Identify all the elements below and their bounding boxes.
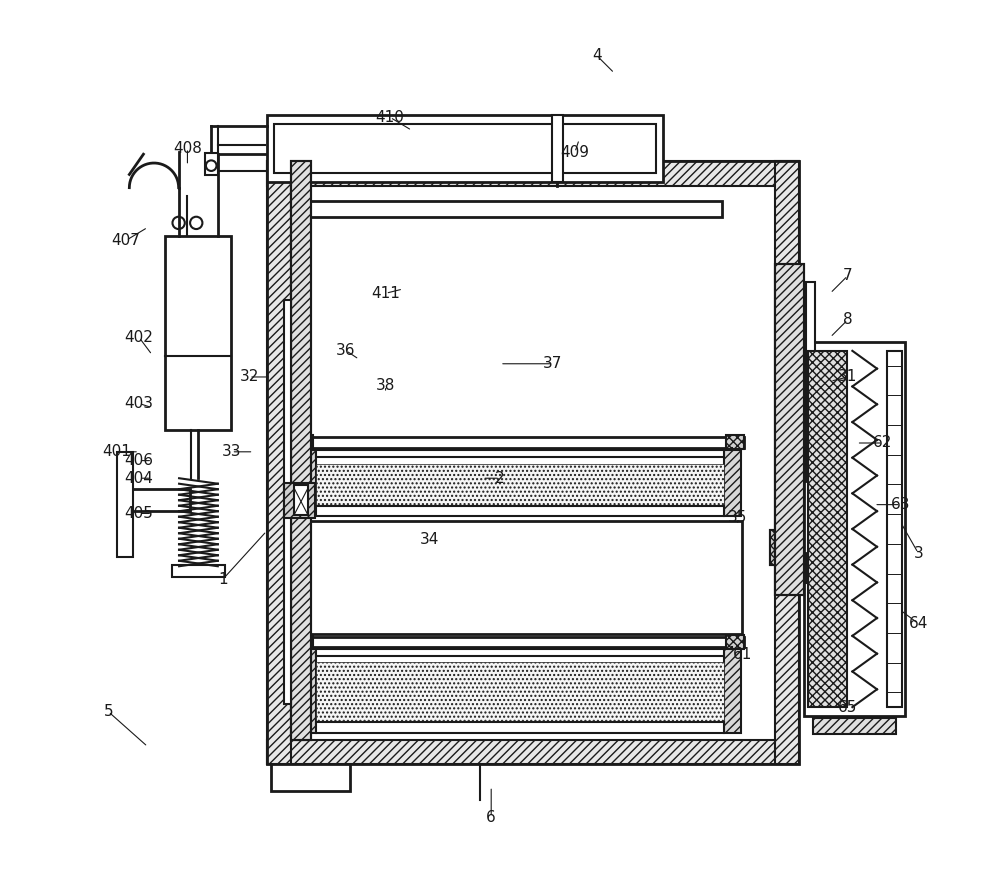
Bar [316,506,724,517]
Bar [267,161,291,765]
Text: 410: 410 [376,110,404,125]
Text: 1: 1 [218,572,227,587]
Bar [274,124,656,173]
Bar [296,637,744,648]
Bar [552,115,563,182]
Bar [165,236,231,430]
Text: 4: 4 [592,48,602,63]
Text: 31: 31 [838,369,857,385]
Bar [806,282,815,583]
Bar [316,463,724,508]
Text: 37: 37 [543,356,563,371]
Text: 5: 5 [103,704,113,719]
Bar [117,489,190,511]
Bar [887,351,902,707]
Bar [770,530,811,565]
Text: 409: 409 [560,145,589,160]
Bar [205,153,218,175]
Text: 35: 35 [728,510,747,525]
Text: 62: 62 [873,436,893,450]
Bar [775,264,804,595]
Bar [726,435,744,449]
Bar [284,483,315,517]
Bar [117,452,133,557]
Bar [724,450,741,517]
Bar [300,201,722,217]
Bar [298,450,316,517]
Bar [267,161,799,765]
Bar [172,564,225,577]
Text: 7: 7 [843,268,853,284]
Text: 65: 65 [838,700,857,715]
Bar [724,649,741,733]
Text: 402: 402 [125,330,153,345]
Text: 36: 36 [336,343,356,358]
Text: 403: 403 [125,396,154,411]
Text: 407: 407 [111,233,140,248]
Text: 34: 34 [420,532,439,548]
Text: 408: 408 [173,141,202,156]
Bar [296,635,313,649]
Bar [267,740,799,765]
Bar [267,161,799,186]
Bar [726,635,744,649]
Text: 63: 63 [891,497,910,512]
Bar [298,649,316,733]
Bar [267,115,663,182]
Bar [316,649,724,656]
Bar [804,342,905,716]
Bar [775,161,799,765]
Bar [808,351,847,707]
Bar [291,161,311,740]
Text: 406: 406 [125,453,154,468]
Bar [294,521,742,634]
Bar [296,435,313,449]
Text: 401: 401 [103,444,131,459]
Text: 33: 33 [222,444,241,459]
Bar [316,662,724,724]
Bar [291,161,311,740]
Bar [296,437,744,447]
Text: 38: 38 [376,378,395,393]
Bar [294,486,308,515]
Text: 411: 411 [371,286,400,301]
Text: 405: 405 [125,506,153,521]
Text: 64: 64 [909,616,928,631]
Bar [316,450,724,457]
Text: 2: 2 [495,470,505,486]
Text: 404: 404 [125,470,153,486]
Bar [271,765,350,791]
Text: 61: 61 [732,647,752,662]
Bar [291,186,775,740]
Bar [775,264,804,595]
Text: 32: 32 [239,369,259,385]
Text: 8: 8 [843,312,853,327]
Bar [804,481,817,553]
Bar [770,530,811,565]
Bar [316,722,724,733]
Text: 6: 6 [486,810,496,825]
Bar [284,299,291,704]
Text: 3: 3 [913,546,923,561]
Bar [813,718,896,734]
